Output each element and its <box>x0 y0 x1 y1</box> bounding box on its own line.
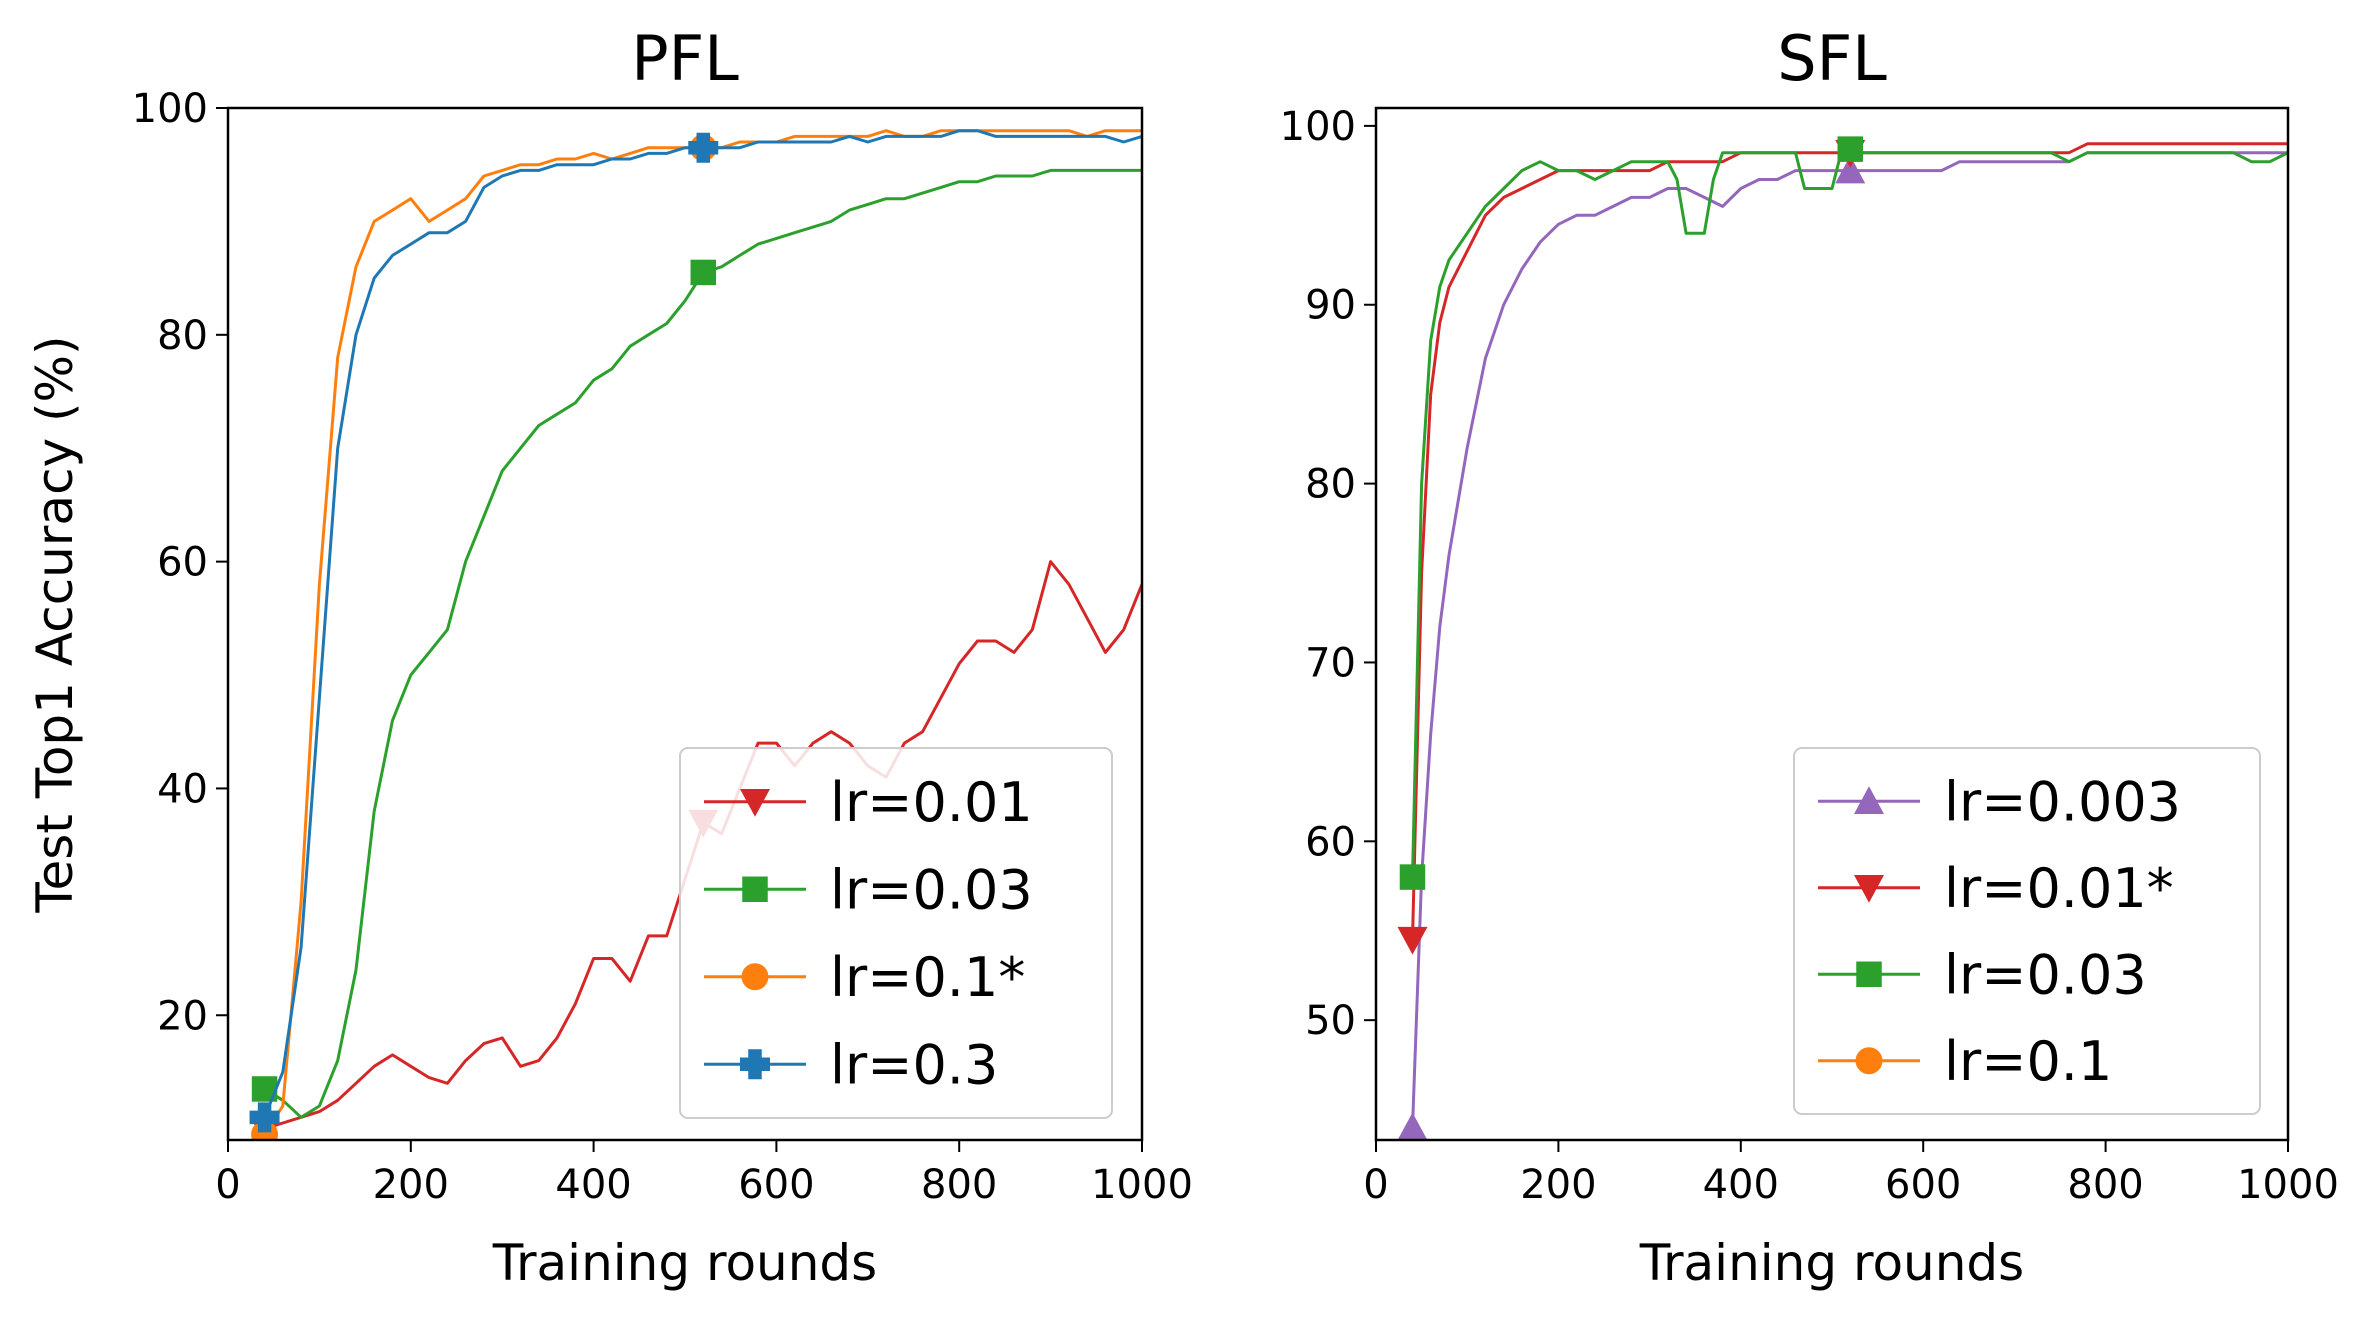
pfl-x-tick-label: 600 <box>738 1162 814 1208</box>
sfl-y-tick-label: 100 <box>1280 104 1356 150</box>
sfl-legend-marker <box>1856 961 1882 987</box>
sfl-legend-frame <box>1793 747 2261 1115</box>
pfl-x-tick-label: 1000 <box>1091 1162 1193 1208</box>
pfl-x-tick-label: 800 <box>921 1162 997 1208</box>
pfl-series-lr-0-3-marker <box>688 132 719 163</box>
sfl-legend-label: lr=0.1 <box>1944 1030 2112 1093</box>
sfl-x-tick-label: 200 <box>1520 1162 1596 1208</box>
sfl-y-tick-label: 70 <box>1305 640 1356 686</box>
pfl-panel: PFL 0 200 400 600 800 1000 20 40 60 80 100 Trainin… <box>26 22 1193 1292</box>
pfl-x-tick-label: 200 <box>373 1162 449 1208</box>
pfl-legend-marker <box>742 876 768 902</box>
pfl-x-axis-label: Training rounds <box>492 1234 877 1292</box>
pfl-legend-label: lr=0.3 <box>830 1033 998 1096</box>
pfl-ticks: 0 200 400 600 800 1000 20 40 60 80 100 <box>132 86 1193 1208</box>
sfl-x-tick-label: 400 <box>1703 1162 1779 1208</box>
pfl-legend-label: lr=0.03 <box>830 858 1033 921</box>
sfl-legend-label: lr=0.003 <box>1944 770 2181 833</box>
sfl-x-tick-label: 600 <box>1885 1162 1961 1208</box>
pfl-y-tick-label: 20 <box>157 993 208 1039</box>
sfl-x-tick-label: 0 <box>1363 1162 1388 1208</box>
pfl-legend-frame <box>679 747 1113 1119</box>
sfl-series-lr-0-03-marker <box>1837 136 1863 162</box>
pfl-y-tick-label: 40 <box>157 766 208 812</box>
pfl-title: PFL <box>631 22 739 95</box>
pfl-y-tick-label: 100 <box>132 86 208 132</box>
pfl-legend-marker <box>740 789 770 817</box>
sfl-panel: SFL 0 200 400 600 800 1000 50 60 70 80 90 100 Train… <box>1280 22 2339 1292</box>
pfl-y-tick-label: 80 <box>157 313 208 359</box>
pfl-x-tick-label: 0 <box>215 1162 240 1208</box>
pfl-x-tick-label: 400 <box>555 1162 631 1208</box>
sfl-series-lr-0-03-line <box>1411 151 2288 878</box>
sfl-series-lr-0-01-line <box>1411 142 2288 940</box>
sfl-legend-marker <box>1854 875 1884 903</box>
pfl-y-axis-label: Test Top1 Accuracy (%) <box>26 335 84 913</box>
sfl-legend-marker <box>1854 786 1884 814</box>
sfl-axes-frame <box>1374 106 2290 1142</box>
sfl-legend: lr=0.003 lr=0.01* lr=0.03 lr=0.1 <box>1793 747 2261 1115</box>
pfl-axes-frame <box>226 106 1144 1142</box>
pfl-series-lr-0-03-marker <box>690 259 717 286</box>
sfl-title: SFL <box>1777 22 1887 95</box>
pfl-legend-label: lr=0.01 <box>830 771 1033 834</box>
pfl-y-tick-label: 60 <box>157 540 208 586</box>
sfl-x-tick-label: 1000 <box>2237 1162 2339 1208</box>
sfl-y-tick-label: 60 <box>1305 819 1356 865</box>
sfl-series-lr-0-003-marker <box>1835 155 1866 184</box>
sfl-legend-marker <box>1855 1047 1883 1075</box>
pfl-series-lr-0-3-marker <box>249 1102 280 1133</box>
pfl-legend-marker <box>740 1049 770 1080</box>
sfl-x-axis-label: Training rounds <box>1639 1234 2024 1292</box>
pfl-legend-marker <box>741 963 769 991</box>
sfl-x-tick-label: 800 <box>2067 1162 2143 1208</box>
sfl-ticks: 0 200 400 600 800 1000 50 60 70 80 90 100 <box>1280 104 2339 1208</box>
pfl-legend-label: lr=0.1* <box>830 946 1025 1009</box>
sfl-series-group <box>1397 136 2288 1140</box>
sfl-legend-label: lr=0.01* <box>1944 857 2174 920</box>
sfl-y-tick-label: 50 <box>1305 998 1356 1044</box>
pfl-legend: lr=0.01 lr=0.03 lr=0.1* lr=0.3 <box>679 747 1113 1119</box>
sfl-y-tick-label: 80 <box>1305 462 1356 508</box>
sfl-series-lr-0-01-marker <box>1397 926 1428 955</box>
sfl-legend-label: lr=0.03 <box>1944 943 2147 1006</box>
sfl-series-lr-0-03-marker <box>1399 864 1426 890</box>
sfl-y-tick-label: 90 <box>1305 283 1356 329</box>
sfl-series-lr-0-003-marker <box>1397 1112 1428 1140</box>
